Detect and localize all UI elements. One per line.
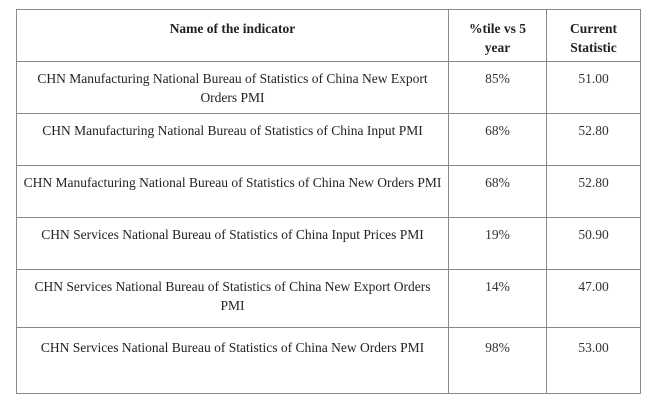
percentile-cell: 98% [448, 327, 547, 394]
header-indicator-name: Name of the indicator [16, 9, 449, 62]
table-header-row: Name of the indicator %tile vs 5 year Cu… [16, 9, 641, 62]
percentile-cell: 14% [448, 269, 547, 328]
current-statistic-cell: 47.00 [546, 269, 641, 328]
percentile-cell: 85% [448, 61, 547, 114]
indicator-name-cell: CHN Manufacturing National Bureau of Sta… [16, 165, 449, 218]
table-row: CHN Manufacturing National Bureau of Sta… [16, 165, 641, 218]
indicator-name-cell: CHN Services National Bureau of Statisti… [16, 327, 449, 394]
indicator-table: Name of the indicator %tile vs 5 year Cu… [16, 9, 641, 394]
table-row: CHN Manufacturing National Bureau of Sta… [16, 113, 641, 166]
current-statistic-cell: 51.00 [546, 61, 641, 114]
percentile-cell: 68% [448, 165, 547, 218]
current-statistic-cell: 53.00 [546, 327, 641, 394]
table-row: CHN Services National Bureau of Statisti… [16, 327, 641, 394]
header-percentile: %tile vs 5 year [448, 9, 547, 62]
percentile-cell: 19% [448, 217, 547, 270]
table-row: CHN Services National Bureau of Statisti… [16, 269, 641, 328]
indicator-name-cell: CHN Manufacturing National Bureau of Sta… [16, 61, 449, 114]
indicator-name-cell: CHN Services National Bureau of Statisti… [16, 269, 449, 328]
header-current-statistic: Current Statistic [546, 9, 641, 62]
current-statistic-cell: 52.80 [546, 165, 641, 218]
percentile-cell: 68% [448, 113, 547, 166]
indicator-name-cell: CHN Services National Bureau of Statisti… [16, 217, 449, 270]
table-row: CHN Services National Bureau of Statisti… [16, 217, 641, 270]
table-row: CHN Manufacturing National Bureau of Sta… [16, 61, 641, 114]
current-statistic-cell: 50.90 [546, 217, 641, 270]
indicator-name-cell: CHN Manufacturing National Bureau of Sta… [16, 113, 449, 166]
current-statistic-cell: 52.80 [546, 113, 641, 166]
